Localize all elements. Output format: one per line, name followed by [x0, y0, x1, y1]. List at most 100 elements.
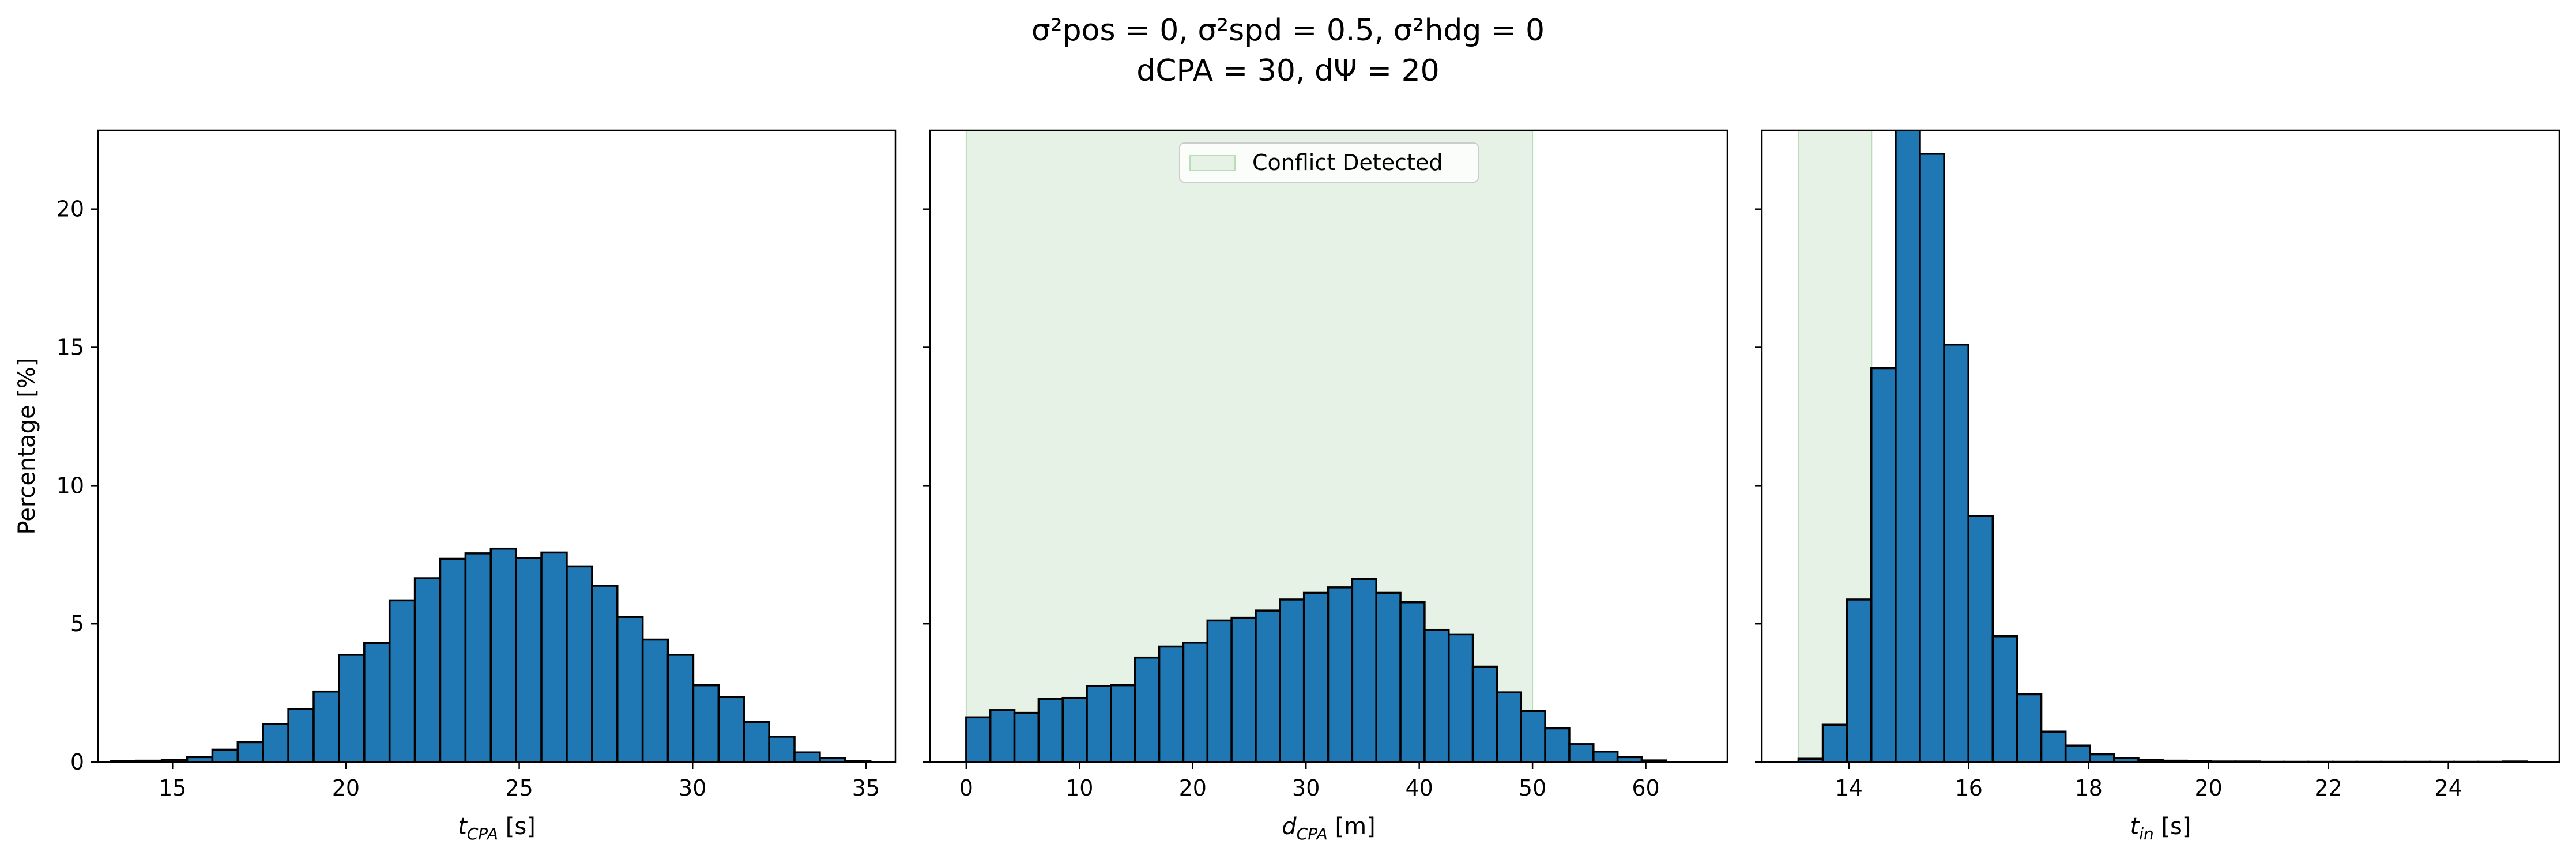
- histogram-bar: [1846, 598, 1873, 762]
- axes-frame: [97, 129, 897, 763]
- histogram-bar: [1967, 515, 1994, 762]
- histogram-bar: [793, 751, 821, 762]
- x-tick-label: 40: [1405, 775, 1433, 801]
- x-tick-label: 16: [1955, 775, 1983, 801]
- histogram-bar: [1496, 691, 1523, 762]
- histogram-bar: [236, 741, 264, 762]
- histogram-bar: [566, 565, 593, 762]
- histogram-bar: [413, 577, 442, 762]
- legend-swatch: [1189, 155, 1236, 171]
- histogram-bar: [1919, 153, 1945, 762]
- histogram-bar: [262, 723, 289, 762]
- histogram-bar: [1255, 609, 1281, 762]
- x-tick-label: 22: [2314, 775, 2342, 801]
- histogram-bar: [1471, 665, 1498, 762]
- title-line-1: σ²pos = 0, σ²spd = 0.5, σ²hdg = 0: [1031, 13, 1545, 48]
- histogram-bar: [1616, 756, 1643, 762]
- histogram-bar: [616, 616, 644, 762]
- x-axis-label: dCPA [m]: [1282, 813, 1375, 843]
- x-tick-label: 20: [2195, 775, 2223, 801]
- y-tick-label: 20: [57, 197, 84, 222]
- histogram-bar: [287, 708, 315, 762]
- histogram-bar: [1302, 591, 1330, 762]
- histogram-bar: [1375, 591, 1402, 762]
- histogram-bar: [1592, 751, 1619, 762]
- histogram-bar: [1134, 656, 1161, 762]
- histogram-bar: [1206, 619, 1233, 762]
- histogram-bar: [1423, 628, 1450, 762]
- y-tick-label: 0: [70, 749, 84, 775]
- y-axis-label: Percentage [%]: [14, 358, 40, 535]
- histogram-bar: [989, 709, 1016, 762]
- histogram-bar: [692, 684, 720, 762]
- histogram-bar: [2064, 744, 2091, 762]
- histogram-bar: [666, 654, 695, 762]
- histogram-bar: [338, 654, 366, 762]
- histogram-bar: [641, 638, 669, 762]
- x-tick-label: 25: [505, 775, 533, 801]
- x-tick-label: 30: [1292, 775, 1320, 801]
- histogram-bar: [2040, 730, 2067, 762]
- histogram-bar: [515, 557, 543, 762]
- histogram-bar: [2016, 693, 2043, 762]
- x-tick-label: 10: [1065, 775, 1093, 801]
- histogram-bar: [1279, 598, 1305, 762]
- histogram-bar: [1110, 684, 1136, 762]
- histogram-bar: [312, 690, 340, 762]
- histogram-bar: [1568, 743, 1595, 762]
- histogram-bar: [1520, 710, 1546, 762]
- legend-box: [1179, 142, 1479, 183]
- histogram-bar: [965, 716, 992, 762]
- histogram-bar: [768, 736, 796, 762]
- y-tick-label: 15: [57, 335, 84, 360]
- histogram-bar: [1447, 633, 1474, 762]
- x-tick-label: 15: [159, 775, 186, 801]
- histogram-bar: [1544, 727, 1571, 762]
- axes-frame: [1761, 129, 2560, 763]
- histogram-bar: [1037, 698, 1064, 762]
- panel-2: 0 10 20 30 40 50 60 dCPA [m] Conflict Detected: [923, 129, 1728, 843]
- x-tick-label: 14: [1835, 775, 1863, 801]
- histogram-bar: [1086, 685, 1112, 762]
- histogram-bar: [464, 552, 492, 762]
- y-tick-label: 5: [70, 611, 84, 636]
- histogram-bar: [1821, 723, 1848, 762]
- histogram-bar: [388, 599, 416, 762]
- x-tick-label: 50: [1519, 775, 1546, 801]
- histogram-bar: [363, 642, 391, 762]
- histogram-bar: [1158, 645, 1185, 762]
- x-tick-label: 60: [1632, 775, 1659, 801]
- histogram-bar: [540, 551, 568, 762]
- histogram-bar: [743, 721, 770, 762]
- figure-title: σ²pos = 0, σ²spd = 0.5, σ²hdg = 0 dCPA =…: [0, 10, 2576, 91]
- x-tick-label: 0: [959, 775, 973, 801]
- y-tick-label: 10: [57, 473, 84, 498]
- histogram-bar: [1895, 130, 1921, 762]
- panel-3: 14 16 18 20 22 24 tin [s]: [1755, 129, 2560, 843]
- x-axis-label: tin [s]: [2130, 813, 2191, 843]
- histogram-bar: [1351, 578, 1377, 762]
- x-tick-label: 18: [2075, 775, 2103, 801]
- histogram-bar: [1013, 711, 1040, 762]
- x-axis-label: tCPA [s]: [458, 813, 536, 843]
- axes-frame: [929, 129, 1728, 763]
- legend-label: Conflict Detected: [1252, 150, 1443, 175]
- x-tick-label: 20: [1179, 775, 1207, 801]
- histogram-bar: [1061, 696, 1088, 762]
- histogram-bar: [1991, 635, 2018, 762]
- x-tick-label: 20: [332, 775, 360, 801]
- title-line-2: dCPA = 30, dΨ = 20: [1136, 54, 1440, 88]
- histogram-bar: [717, 696, 745, 762]
- histogram-bar: [211, 748, 239, 762]
- histogram-bar: [2089, 753, 2115, 762]
- histogram-bar: [489, 547, 517, 762]
- panel-1: 15 20 25 30 35 0 5 10 15 20 tCPA [s] Percentage [%]: [14, 129, 897, 843]
- histogram-bar: [1327, 586, 1354, 762]
- histogram-bar: [439, 557, 467, 762]
- histogram-bar: [1230, 616, 1257, 762]
- histogram-bar: [1870, 367, 1897, 762]
- x-tick-label: 30: [679, 775, 706, 801]
- histogram-bar: [1399, 601, 1426, 762]
- x-tick-label: 24: [2434, 775, 2462, 801]
